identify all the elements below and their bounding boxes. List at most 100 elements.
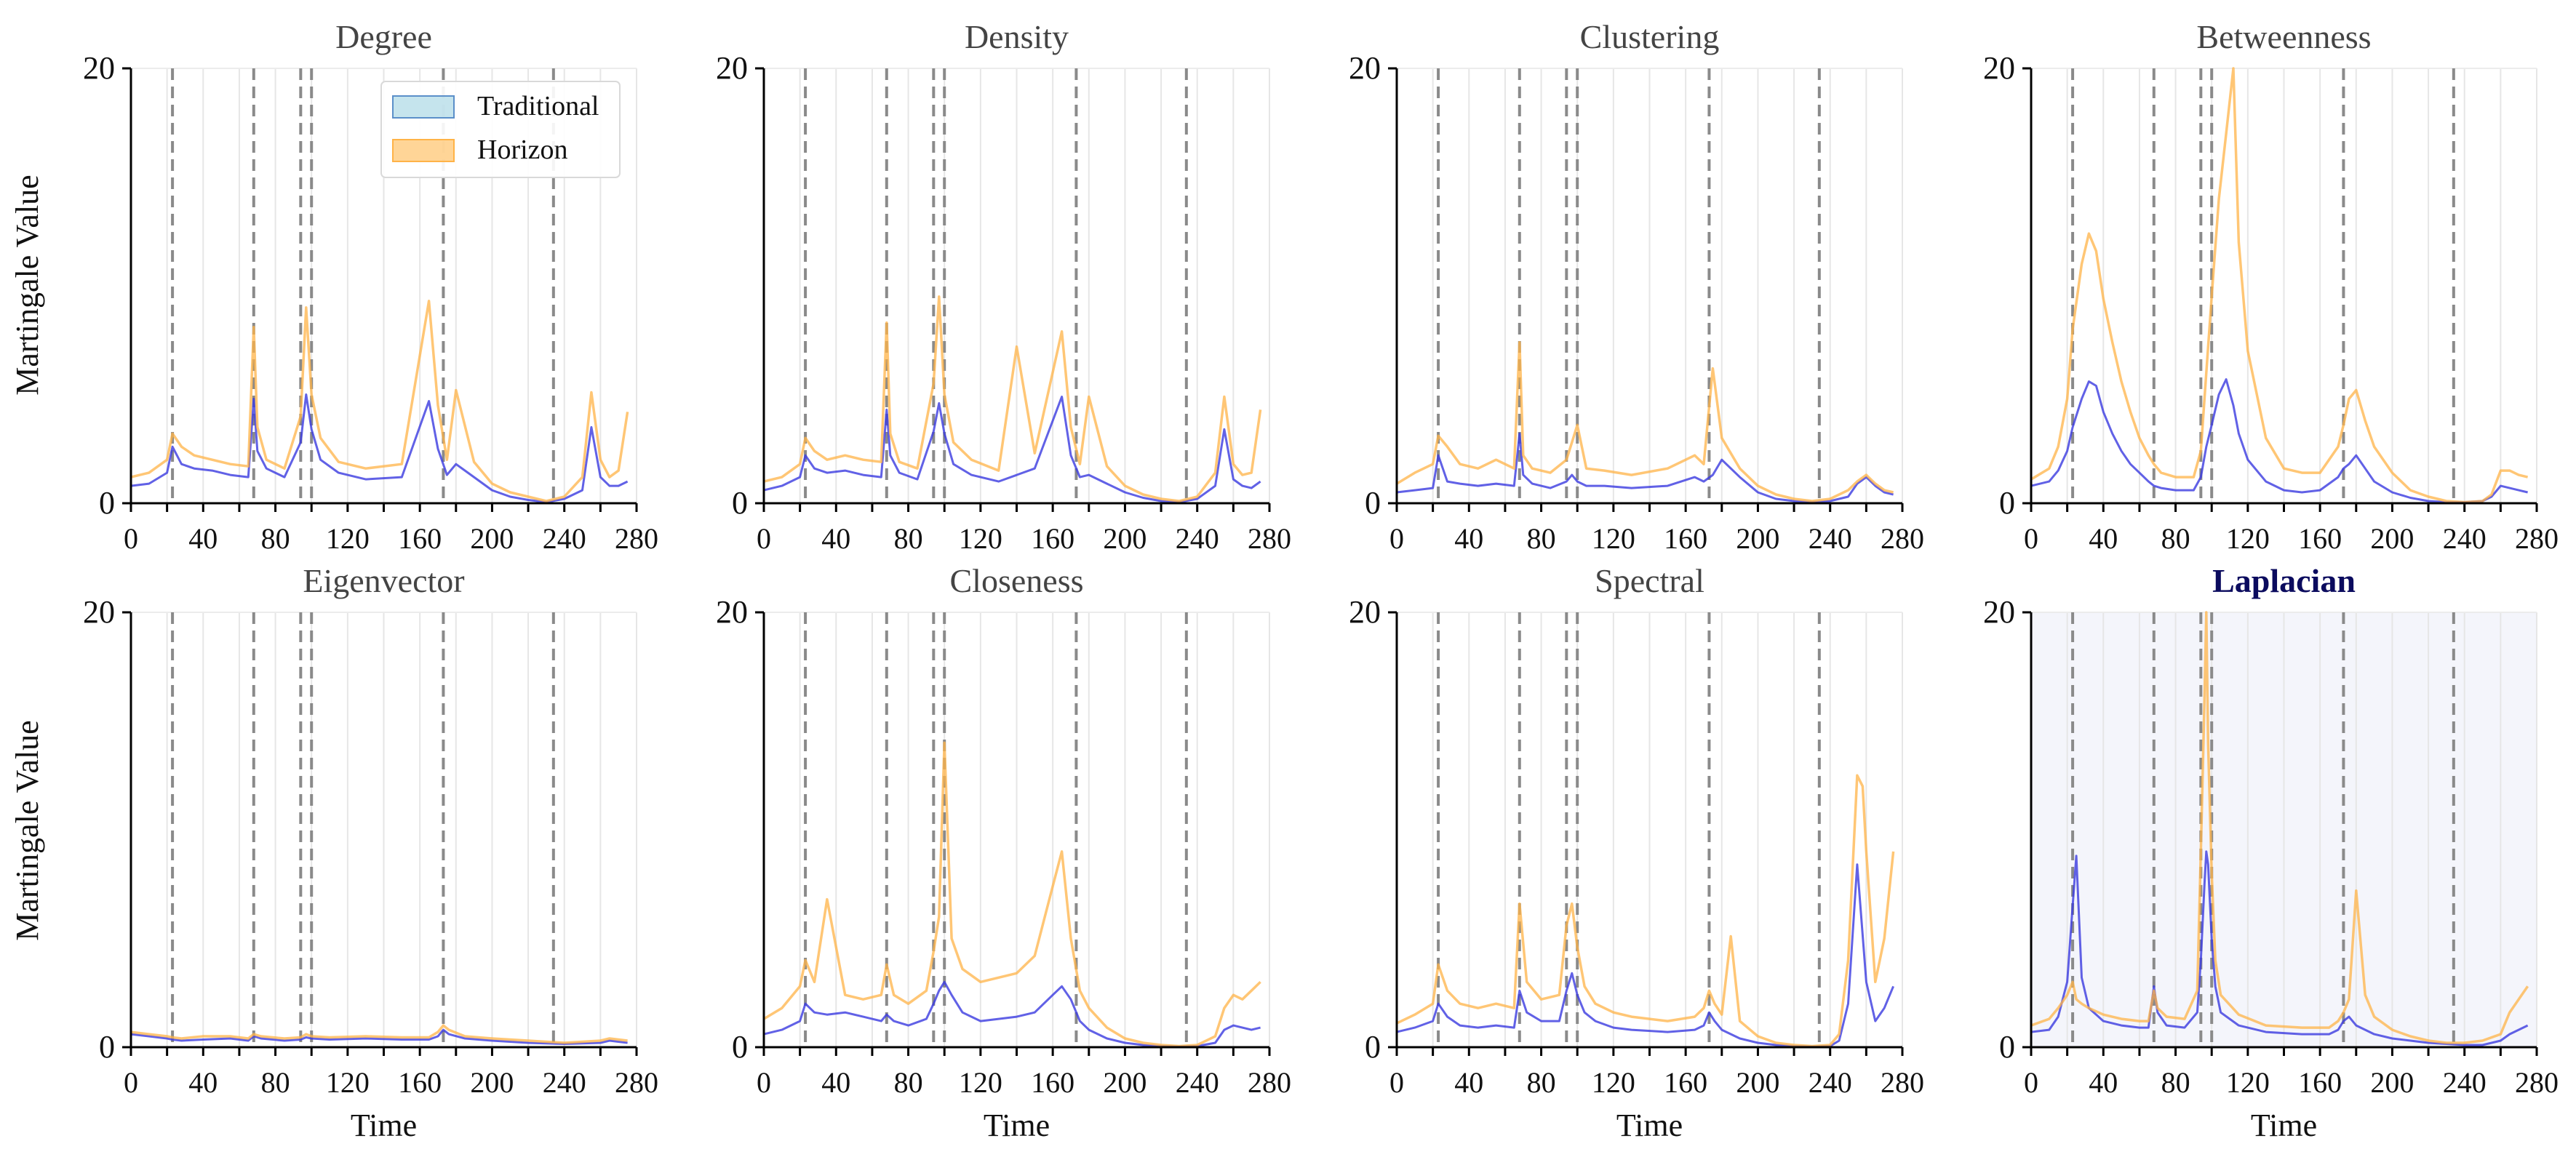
- panel-eigenvector-x-tick-label: 0: [124, 1066, 138, 1099]
- panel-density-x-tick-label: 240: [1176, 522, 1219, 555]
- panel-degree-y-tick-label: 20: [83, 50, 115, 86]
- panel-eigenvector-series-traditional: [130, 1028, 628, 1045]
- panel-density-series-traditional: [763, 396, 1261, 503]
- panel-degree-x-tick-label: 280: [615, 522, 658, 555]
- panel-laplacian-x-tick-label: 200: [2370, 1066, 2414, 1099]
- y-axis-label-top: Martingale Value: [9, 175, 45, 395]
- panel-closeness-title: Closeness: [950, 562, 1084, 599]
- panel-spectral-y-tick-label: 0: [1365, 1029, 1381, 1065]
- panel-density-series-horizon: [763, 295, 1262, 503]
- panel-density-title: Density: [965, 18, 1069, 55]
- panel-clustering-title: Clustering: [1580, 18, 1720, 55]
- panel-degree-x-tick-label: 160: [398, 522, 442, 555]
- panel-clustering-x-tick-label: 280: [1881, 522, 1924, 555]
- panel-degree-x-tick-label: 120: [326, 522, 370, 555]
- panel-degree-x-tick-label: 40: [188, 522, 218, 555]
- panel-spectral-x-axis-label: Time: [1616, 1108, 1683, 1143]
- panel-laplacian-x-tick-label: 160: [2298, 1066, 2342, 1099]
- panel-closeness-x-tick-label: 80: [894, 1066, 923, 1099]
- panel-betweenness-x-tick-label: 80: [2161, 522, 2190, 555]
- panel-laplacian-x-tick-label: 120: [2226, 1066, 2270, 1099]
- panel-laplacian-x-tick-label: 280: [2515, 1066, 2559, 1099]
- panel-betweenness-x-tick-label: 0: [2024, 522, 2038, 555]
- y-axis-label-bottom: Martingale Value: [9, 720, 45, 940]
- panel-laplacian-x-tick-label: 0: [2024, 1066, 2038, 1099]
- panel-density-x-tick-label: 120: [959, 522, 1002, 555]
- panel-clustering-series-horizon: [1396, 340, 1894, 503]
- panel-density-x-tick-label: 280: [1248, 522, 1291, 555]
- panel-betweenness-x-tick-label: 200: [2370, 522, 2414, 555]
- panel-density: 0 40 80 120 160 200 240 280 0 20 Density: [716, 18, 1291, 555]
- panel-eigenvector-y-tick-label: 0: [99, 1029, 115, 1065]
- panel-spectral: 0 40 80 120 160 200 240 280 0 20 Spectral Time: [1349, 562, 1924, 1143]
- panel-spectral-x-tick-label: 0: [1389, 1066, 1404, 1099]
- panel-density-x-tick-label: 200: [1103, 522, 1147, 555]
- panel-laplacian-x-tick-label: 240: [2443, 1066, 2487, 1099]
- panel-spectral-title: Spectral: [1595, 562, 1704, 599]
- panel-degree-x-tick-label: 240: [543, 522, 586, 555]
- panel-spectral-x-tick-label: 200: [1736, 1066, 1779, 1099]
- panel-closeness-x-tick-label: 160: [1031, 1066, 1074, 1099]
- panel-closeness: 0 40 80 120 160 200 240 280 0 20 Closeness Time: [716, 562, 1291, 1143]
- panel-spectral-x-tick-label: 280: [1881, 1066, 1924, 1099]
- legend-swatch-traditional: [392, 95, 455, 119]
- panel-spectral-series-horizon: [1396, 774, 1895, 1048]
- panel-laplacian-title: Laplacian: [2212, 562, 2356, 599]
- panel-betweenness-series-traditional: [2030, 378, 2528, 503]
- panel-betweenness-x-tick-label: 120: [2226, 522, 2270, 555]
- panel-laplacian-x-tick-label: 40: [2089, 1066, 2118, 1099]
- panel-betweenness: 0 40 80 120 160 200 240 280 0 20 Betweenness: [1983, 18, 2559, 555]
- panel-eigenvector-x-tick-label: 40: [188, 1066, 218, 1099]
- panel-spectral-x-tick-label: 160: [1664, 1066, 1707, 1099]
- panel-laplacian: 0 40 80 120 160 200 240 280 0 20 Laplacian Time: [1983, 562, 2559, 1143]
- panel-clustering-y-tick-label: 20: [1349, 50, 1381, 86]
- panel-density-x-tick-label: 40: [821, 522, 850, 555]
- panel-closeness-x-tick-label: 120: [959, 1066, 1002, 1099]
- panel-closeness-x-tick-label: 40: [821, 1066, 850, 1099]
- panel-clustering: 0 40 80 120 160 200 240 280 0 20 Clustering: [1349, 18, 1924, 555]
- panel-betweenness-x-tick-label: 240: [2443, 522, 2487, 555]
- legend-label-horizon: Horizon: [477, 135, 568, 165]
- panel-density-y-tick-label: 0: [732, 485, 748, 521]
- panel-density-x-tick-label: 80: [894, 522, 923, 555]
- panel-density-x-tick-label: 0: [757, 522, 771, 555]
- panel-eigenvector: 0 40 80 120 160 200 240 280 0 20 Eigenvector Time: [83, 562, 658, 1143]
- panel-clustering-x-tick-label: 240: [1809, 522, 1852, 555]
- panel-laplacian-y-tick-label: 20: [1983, 594, 2015, 630]
- panel-spectral-x-tick-label: 40: [1454, 1066, 1483, 1099]
- panel-closeness-series-horizon: [763, 741, 1261, 1048]
- panel-closeness-y-tick-label: 20: [716, 594, 748, 630]
- panel-eigenvector-x-tick-label: 120: [326, 1066, 370, 1099]
- panel-closeness-x-axis-label: Time: [984, 1108, 1050, 1143]
- panel-betweenness-x-tick-label: 160: [2298, 522, 2342, 555]
- panel-spectral-x-tick-label: 240: [1809, 1066, 1852, 1099]
- panel-clustering-series-traditional: [1396, 432, 1894, 503]
- panel-degree-x-tick-label: 200: [470, 522, 514, 555]
- panel-spectral-x-tick-label: 80: [1527, 1066, 1556, 1099]
- panel-betweenness-title: Betweenness: [2196, 18, 2371, 55]
- panel-eigenvector-series-horizon: [130, 1024, 628, 1044]
- panel-closeness-x-tick-label: 240: [1176, 1066, 1219, 1099]
- panel-degree-series-traditional: [130, 393, 629, 503]
- panel-density-y-tick-label: 20: [716, 50, 748, 86]
- panel-degree-x-tick-label: 0: [124, 522, 138, 555]
- panel-clustering-x-tick-label: 200: [1736, 522, 1779, 555]
- panel-spectral-y-tick-label: 20: [1349, 594, 1381, 630]
- panel-closeness-y-tick-label: 0: [732, 1029, 748, 1065]
- panel-degree-y-tick-label: 0: [99, 485, 115, 521]
- panel-betweenness-x-tick-label: 40: [2089, 522, 2118, 555]
- panel-spectral-series-traditional: [1396, 863, 1894, 1048]
- legend-swatch-horizon: [392, 139, 455, 162]
- panel-eigenvector-x-tick-label: 280: [615, 1066, 658, 1099]
- panel-laplacian-series-horizon: [2030, 611, 2529, 1044]
- panel-eigenvector-x-tick-label: 80: [261, 1066, 290, 1099]
- panel-eigenvector-title: Eigenvector: [303, 562, 464, 599]
- panel-closeness-x-tick-label: 280: [1248, 1066, 1291, 1099]
- panel-closeness-x-tick-label: 0: [757, 1066, 771, 1099]
- panel-betweenness-y-tick-label: 0: [1999, 485, 2015, 521]
- panel-laplacian-x-axis-label: Time: [2251, 1108, 2317, 1143]
- legend: Traditional Horizon: [380, 81, 621, 178]
- panel-eigenvector-x-tick-label: 200: [470, 1066, 514, 1099]
